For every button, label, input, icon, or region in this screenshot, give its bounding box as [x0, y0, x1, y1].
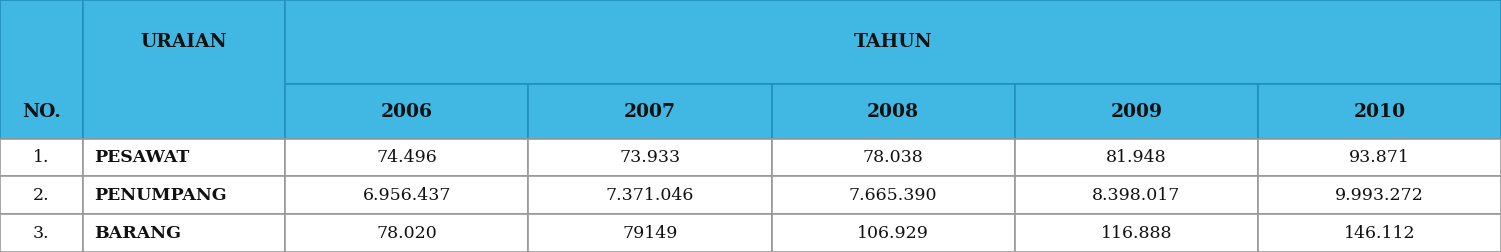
Bar: [1258, 84, 1501, 139]
Bar: [0, 139, 83, 176]
Text: 2006: 2006: [381, 103, 432, 120]
Bar: [83, 214, 285, 252]
Text: URAIAN: URAIAN: [141, 33, 227, 51]
Text: 78.020: 78.020: [377, 225, 437, 242]
Text: 78.038: 78.038: [863, 149, 923, 166]
Bar: [1015, 139, 1258, 176]
Bar: [528, 139, 772, 176]
Text: 2007: 2007: [624, 103, 675, 120]
Text: 2009: 2009: [1111, 103, 1162, 120]
Text: BARANG: BARANG: [95, 225, 182, 242]
Bar: [1258, 139, 1501, 176]
Text: 7.665.390: 7.665.390: [850, 187, 937, 204]
Text: 93.871: 93.871: [1349, 149, 1409, 166]
Bar: [83, 139, 285, 176]
Text: 73.933: 73.933: [620, 149, 680, 166]
Text: 6.956.437: 6.956.437: [363, 187, 450, 204]
Bar: [528, 84, 772, 139]
Text: TAHUN: TAHUN: [854, 33, 932, 51]
Text: 116.888: 116.888: [1100, 225, 1172, 242]
Text: 9.993.272: 9.993.272: [1334, 187, 1424, 204]
Bar: [1258, 214, 1501, 252]
Text: 79149: 79149: [623, 225, 677, 242]
Bar: [0, 0, 83, 139]
Bar: [285, 214, 528, 252]
Bar: [1015, 176, 1258, 214]
Bar: [772, 84, 1015, 139]
Text: 3.: 3.: [33, 225, 50, 242]
Text: 106.929: 106.929: [857, 225, 929, 242]
Bar: [83, 176, 285, 214]
Bar: [0, 176, 83, 214]
Text: 1.: 1.: [33, 149, 50, 166]
Bar: [772, 176, 1015, 214]
Text: 2010: 2010: [1354, 103, 1405, 120]
Text: 74.496: 74.496: [377, 149, 437, 166]
Text: PESAWAT: PESAWAT: [95, 149, 189, 166]
Text: 81.948: 81.948: [1106, 149, 1166, 166]
Bar: [0, 214, 83, 252]
Text: 146.112: 146.112: [1343, 225, 1415, 242]
Bar: [285, 176, 528, 214]
Bar: [1015, 84, 1258, 139]
Text: PENUMPANG: PENUMPANG: [95, 187, 227, 204]
Bar: [528, 176, 772, 214]
Bar: [772, 214, 1015, 252]
Bar: [83, 0, 285, 139]
Text: 7.371.046: 7.371.046: [606, 187, 693, 204]
Text: 2008: 2008: [868, 103, 919, 120]
Text: 2.: 2.: [33, 187, 50, 204]
Bar: [1015, 214, 1258, 252]
Bar: [1258, 176, 1501, 214]
Bar: [285, 84, 528, 139]
Bar: [285, 0, 1501, 84]
Bar: [285, 139, 528, 176]
Bar: [772, 139, 1015, 176]
Text: 8.398.017: 8.398.017: [1093, 187, 1180, 204]
Bar: [528, 214, 772, 252]
Text: NO.: NO.: [23, 103, 60, 120]
